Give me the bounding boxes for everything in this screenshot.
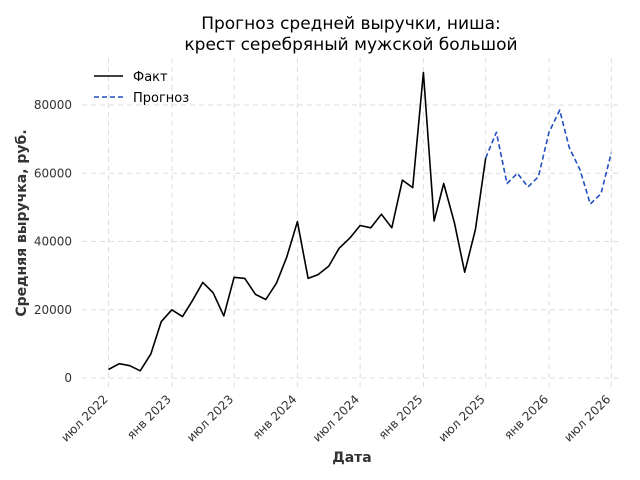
x-tick-label: июл 2022 [58,392,110,444]
y-tick-label: 0 [64,371,72,385]
x-tick-label: июл 2026 [561,392,613,444]
x-tick-label: июл 2025 [436,392,488,444]
y-tick-label: 40000 [34,235,72,249]
x-tick-label: янв 2026 [501,392,551,442]
series-line-forecast [484,109,613,205]
y-tick-label: 20000 [34,303,72,317]
x-tick-label: июл 2024 [310,392,362,444]
y-tick-label: 80000 [34,98,72,112]
x-tick-label: янв 2023 [124,392,174,442]
y-tick-label: 60000 [34,166,72,180]
x-tick-label: янв 2025 [376,392,426,442]
series-lines [108,71,613,372]
legend-label-fact: Факт [133,70,168,85]
legend-label-forecast: Прогноз [133,91,189,106]
x-tick-label: июл 2023 [184,392,236,444]
chart-title-line-1: Прогноз средней выручки, ниша: [201,14,501,34]
x-tick-label: янв 2024 [250,392,300,442]
legend: Факт Прогноз [94,70,189,106]
grid [82,58,622,388]
y-axis-label: Средняя выручка, руб. [14,129,30,316]
series-line-fact [108,71,487,372]
x-axis-label: Дата [332,450,371,466]
chart-title-line-2: крест серебряный мужской большой [184,35,517,55]
